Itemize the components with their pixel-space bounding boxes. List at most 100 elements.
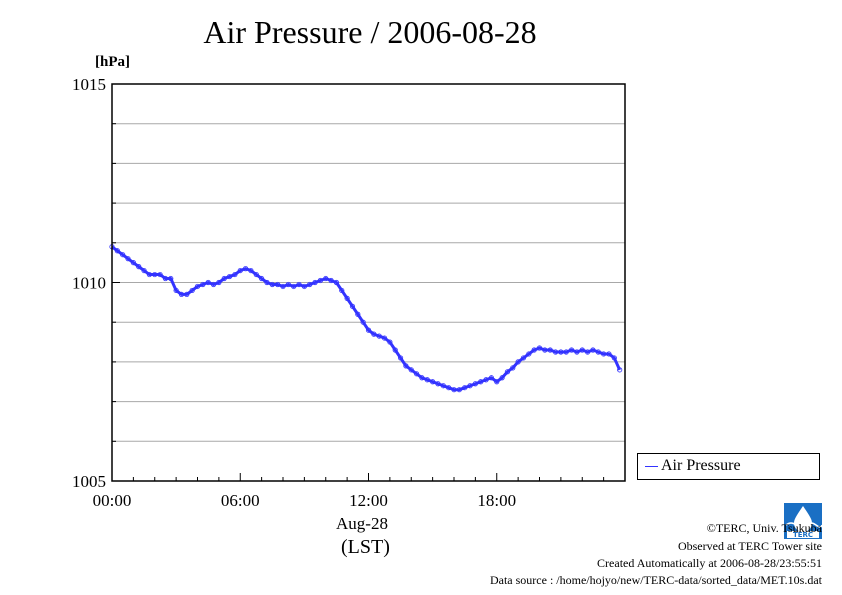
data-point bbox=[317, 277, 324, 284]
footer-created: Created Automatically at 2006-08-28/23:5… bbox=[597, 556, 822, 570]
data-point bbox=[344, 295, 350, 301]
legend-label: Air Pressure bbox=[661, 457, 741, 474]
data-point bbox=[355, 311, 361, 317]
data-point bbox=[606, 351, 612, 357]
data-point bbox=[162, 275, 169, 282]
data-point bbox=[253, 271, 259, 278]
data-point bbox=[563, 349, 569, 355]
data-point bbox=[397, 355, 404, 361]
data-point bbox=[413, 371, 420, 377]
data-point bbox=[120, 252, 126, 258]
data-point bbox=[424, 377, 430, 383]
data-point bbox=[285, 281, 291, 288]
series-line bbox=[111, 245, 622, 392]
data-point bbox=[371, 331, 377, 337]
data-point bbox=[456, 387, 462, 393]
data-point bbox=[515, 359, 521, 365]
data-point bbox=[130, 260, 136, 266]
data-point bbox=[579, 347, 585, 353]
data-point bbox=[237, 267, 243, 274]
data-point bbox=[483, 377, 489, 383]
data-point bbox=[125, 256, 131, 262]
data-point bbox=[536, 345, 543, 351]
data-point bbox=[558, 349, 564, 355]
footer-copyright: ©TERC, Univ. Tsukuba bbox=[706, 521, 822, 535]
data-point bbox=[328, 277, 334, 284]
data-point bbox=[146, 271, 153, 278]
data-point bbox=[259, 275, 265, 282]
x-axis-timezone-label: (LST) bbox=[341, 536, 390, 558]
data-point bbox=[269, 281, 275, 288]
data-point bbox=[323, 275, 329, 282]
data-point bbox=[194, 283, 201, 290]
data-point bbox=[114, 248, 120, 254]
x-axis-date-label: Aug-28 bbox=[336, 514, 388, 533]
y-tick-label: 1010 bbox=[72, 274, 106, 293]
data-point bbox=[376, 333, 382, 339]
data-point bbox=[333, 279, 340, 286]
data-point bbox=[226, 273, 233, 280]
x-tick-label: 18:00 bbox=[477, 491, 516, 510]
data-point bbox=[510, 365, 516, 371]
y-tick-label: 1005 bbox=[72, 472, 106, 491]
data-point bbox=[472, 381, 478, 387]
data-point bbox=[157, 271, 163, 278]
data-point bbox=[601, 351, 607, 357]
data-point bbox=[275, 281, 281, 288]
data-point bbox=[360, 319, 366, 325]
legend-swatch bbox=[645, 466, 658, 467]
data-point bbox=[232, 271, 238, 278]
data-point bbox=[531, 347, 537, 353]
data-point bbox=[392, 347, 398, 353]
data-point bbox=[526, 351, 532, 357]
data-point bbox=[173, 287, 179, 294]
data-point bbox=[552, 349, 559, 355]
data-point bbox=[152, 271, 158, 278]
data-point bbox=[419, 375, 425, 381]
data-point bbox=[205, 279, 211, 286]
data-point bbox=[611, 355, 617, 361]
y-axis-unit: [hPa] bbox=[95, 54, 130, 70]
data-point bbox=[568, 347, 575, 353]
data-point bbox=[339, 287, 345, 294]
data-point bbox=[574, 349, 580, 355]
data-point bbox=[301, 283, 307, 290]
data-point bbox=[248, 267, 254, 274]
chart-title: Air Pressure / 2006-08-28 bbox=[203, 14, 537, 50]
y-tick-label: 1015 bbox=[72, 75, 106, 94]
data-point bbox=[264, 279, 270, 286]
data-point bbox=[435, 381, 441, 387]
footer-source: Data source : /home/hojyo/new/TERC-data/… bbox=[489, 573, 822, 587]
data-point bbox=[296, 281, 302, 288]
data-point bbox=[221, 275, 227, 282]
data-point bbox=[478, 379, 484, 385]
x-tick-label: 06:00 bbox=[221, 491, 260, 510]
data-point bbox=[520, 355, 527, 361]
svg-text:TERC: TERC bbox=[793, 531, 813, 539]
data-point bbox=[189, 287, 195, 294]
data-point bbox=[291, 283, 297, 290]
data-point bbox=[547, 347, 553, 353]
data-point bbox=[595, 349, 601, 355]
x-tick-label: 00:00 bbox=[93, 491, 132, 510]
data-point bbox=[430, 379, 436, 385]
data-point bbox=[141, 267, 147, 274]
data-point bbox=[312, 279, 318, 286]
data-point bbox=[542, 347, 548, 353]
data-point bbox=[408, 367, 414, 373]
data-point bbox=[216, 279, 222, 286]
data-point bbox=[403, 363, 409, 369]
terc-logo-icon: TERC bbox=[784, 503, 822, 539]
data-point bbox=[349, 303, 356, 309]
data-point bbox=[184, 291, 190, 298]
data-point bbox=[210, 281, 217, 288]
data-point bbox=[136, 264, 142, 270]
data-point bbox=[590, 347, 596, 353]
footer-site: Observed at TERC Tower site bbox=[677, 539, 822, 553]
data-point bbox=[381, 335, 388, 341]
data-point bbox=[242, 266, 249, 272]
data-point bbox=[168, 275, 174, 282]
data-point bbox=[504, 369, 511, 375]
data-point bbox=[307, 281, 313, 288]
